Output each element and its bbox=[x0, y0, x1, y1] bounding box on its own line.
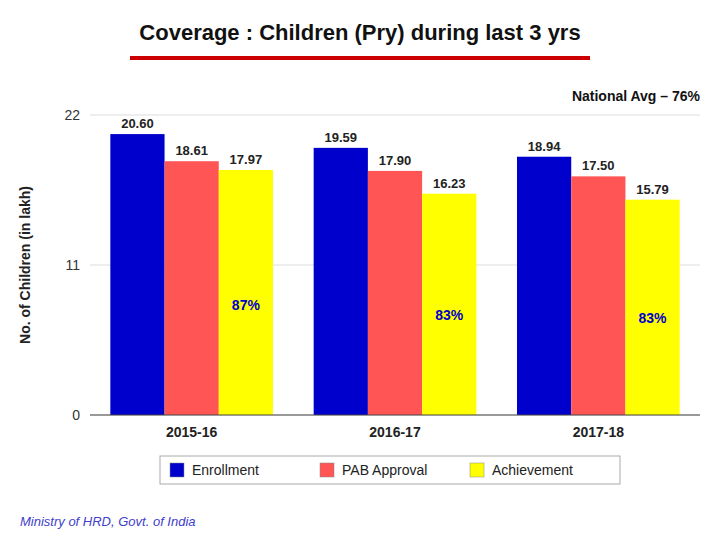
share-label: 83% bbox=[639, 310, 668, 326]
grid bbox=[90, 115, 700, 415]
bars bbox=[110, 134, 679, 415]
chart: Coverage : Children (Pry) during last 3 … bbox=[0, 0, 720, 540]
bar bbox=[165, 161, 219, 415]
data-label: 17.90 bbox=[379, 153, 412, 168]
data-label: 15.79 bbox=[636, 182, 669, 197]
share-label: 87% bbox=[232, 297, 261, 313]
legend-label: Achievement bbox=[492, 462, 573, 478]
bar bbox=[625, 200, 679, 415]
y-tick-label: 22 bbox=[64, 107, 80, 123]
y-tick-label: 0 bbox=[72, 407, 80, 423]
title-rule bbox=[130, 56, 590, 60]
annotation: National Avg – 76% bbox=[572, 88, 701, 104]
bar bbox=[571, 176, 625, 415]
bar bbox=[368, 171, 422, 415]
legend-swatch bbox=[320, 463, 334, 477]
x-tick-label: 2017-18 bbox=[573, 424, 625, 440]
x-tick-label: 2016-17 bbox=[369, 424, 421, 440]
bar bbox=[110, 134, 164, 415]
legend-label: Enrollment bbox=[192, 462, 259, 478]
legend-label: PAB Approval bbox=[342, 462, 427, 478]
legend-swatch bbox=[470, 463, 484, 477]
data-label: 17.97 bbox=[230, 152, 263, 167]
bar bbox=[219, 170, 273, 415]
bar bbox=[314, 148, 368, 415]
y-axis-label: No. of Children (in lakh) bbox=[17, 186, 33, 344]
bar bbox=[422, 194, 476, 415]
data-label: 17.50 bbox=[582, 158, 615, 173]
data-labels: 20.60 19.59 18.94 18.61 17.90 17.50 17.97 87% 16… bbox=[121, 116, 669, 326]
y-tick-label: 11 bbox=[65, 257, 80, 273]
x-tick-label: 2015-16 bbox=[166, 424, 218, 440]
legend: Enrollment PAB Approval Achievement bbox=[160, 456, 620, 484]
data-label: 19.59 bbox=[325, 130, 358, 145]
share-label: 83% bbox=[435, 307, 464, 323]
grid-line bbox=[90, 115, 700, 116]
data-label: 20.60 bbox=[121, 116, 154, 131]
x-axis-line bbox=[90, 415, 700, 416]
legend-box bbox=[160, 456, 620, 484]
grid-line bbox=[90, 415, 700, 416]
footer: Ministry of HRD, Govt. of India bbox=[20, 514, 196, 529]
legend-swatch bbox=[170, 463, 184, 477]
bar bbox=[517, 157, 571, 415]
data-label: 18.61 bbox=[175, 143, 208, 158]
data-label: 18.94 bbox=[528, 139, 561, 154]
data-label: 16.23 bbox=[433, 176, 466, 191]
title: Coverage : Children (Pry) during last 3 … bbox=[139, 20, 580, 45]
